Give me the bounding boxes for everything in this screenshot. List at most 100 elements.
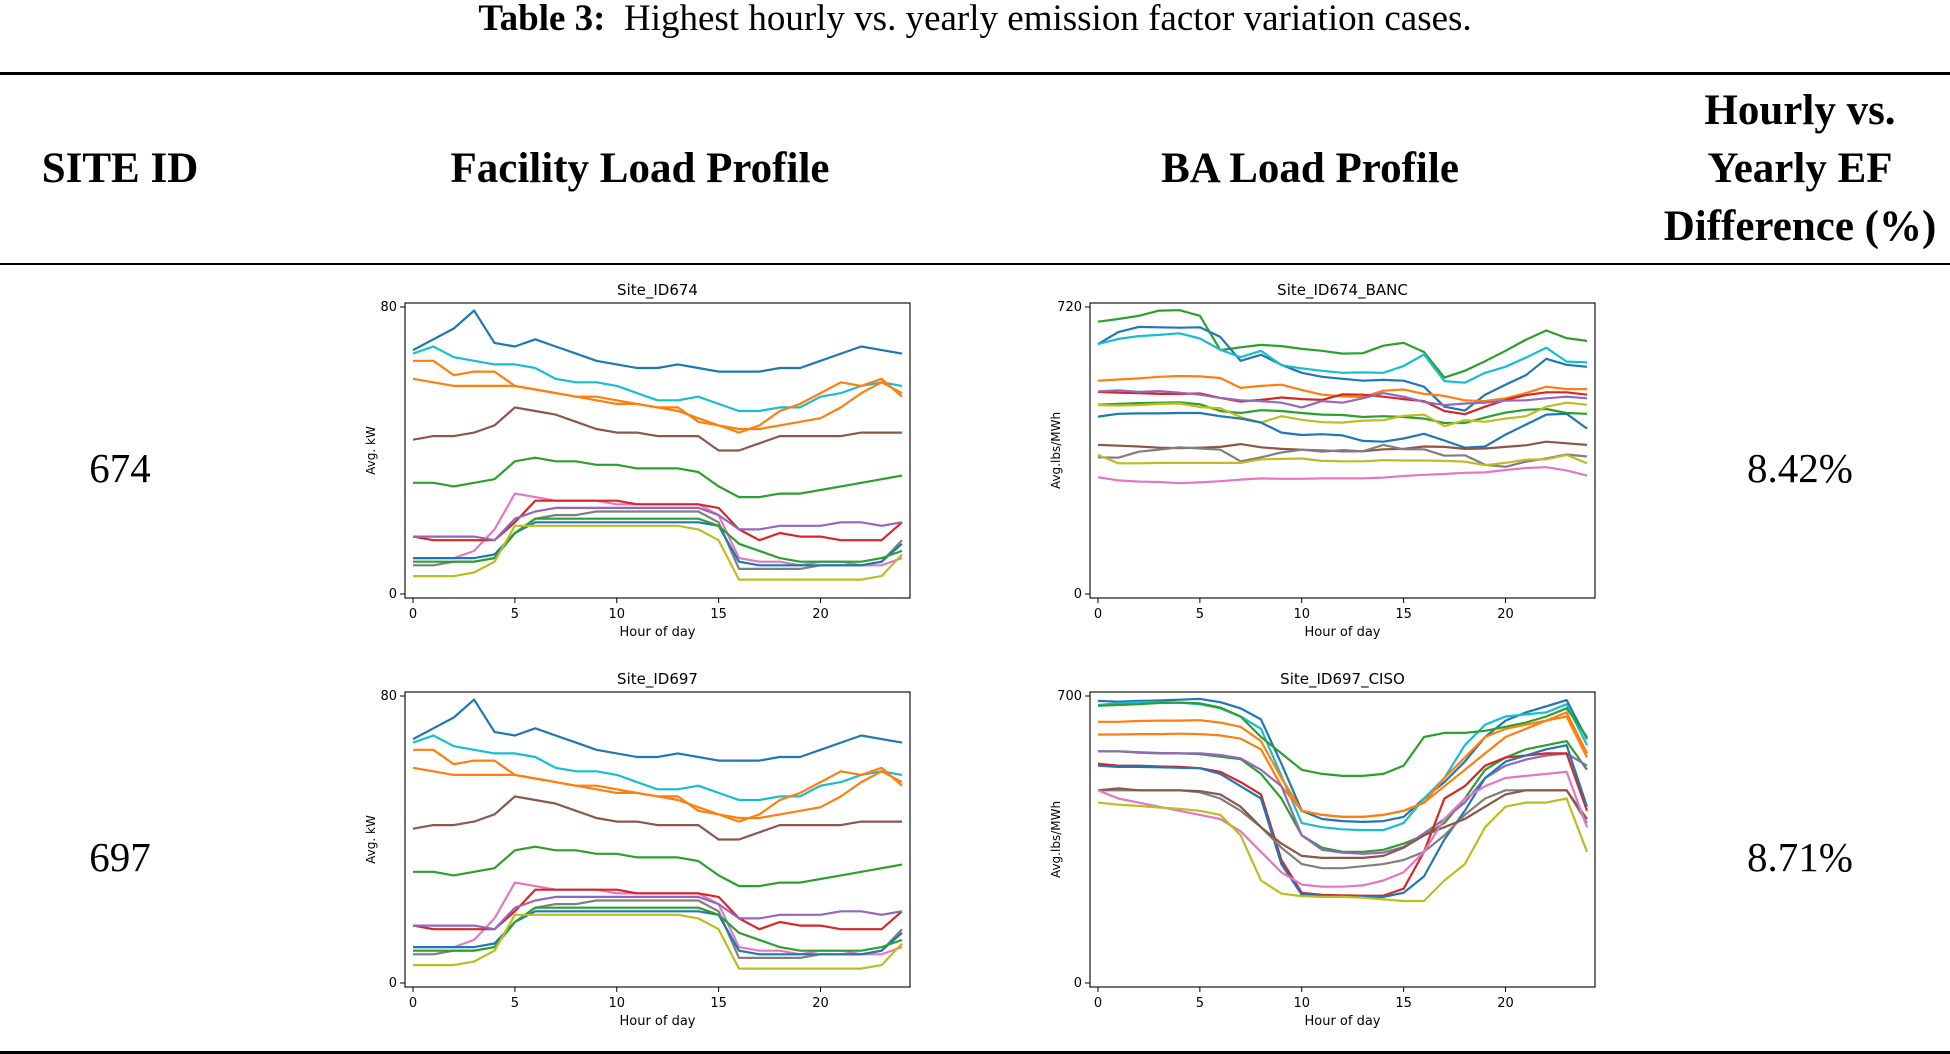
series-line-0 xyxy=(1097,697,1588,823)
header-ef-difference-line2: Yearly EF xyxy=(1707,145,1893,192)
chart-title: Site_ID674 xyxy=(617,281,698,300)
series-line-0 xyxy=(1097,309,1588,379)
row-697-site-id: 697 xyxy=(89,834,151,880)
x-tick-label: 10 xyxy=(608,607,625,622)
plot-frame xyxy=(404,302,911,599)
series-line-7 xyxy=(1097,752,1589,897)
series-line-3 xyxy=(412,377,903,431)
chart-site-697-ciso: Site_ID697_CISO 0 5 10 15 20 0 700 Hour of day Av… xyxy=(1040,664,1620,1034)
series-line-12 xyxy=(413,524,903,581)
x-tick-label: 15 xyxy=(710,996,727,1011)
series-line-6 xyxy=(1097,401,1588,425)
series-line-4 xyxy=(412,795,902,841)
header-ef-difference-line3: Difference (%) xyxy=(1663,203,1937,250)
x-tick-label: 15 xyxy=(710,607,727,622)
caption-label: Table 3: xyxy=(478,0,606,39)
x-tick-label: 5 xyxy=(1196,996,1204,1011)
y-tick-label: 720 xyxy=(1057,300,1082,315)
x-tick-label: 15 xyxy=(1395,607,1412,622)
series-line-11 xyxy=(1097,770,1589,888)
y-axis-label: Avg. kW xyxy=(364,426,378,475)
x-tick-label: 20 xyxy=(1497,607,1514,622)
series-line-0 xyxy=(412,309,903,373)
header-facility-load-profile: Facility Load Profile xyxy=(450,145,830,192)
series-line-4 xyxy=(412,406,902,452)
series-line-4 xyxy=(1098,715,1588,818)
x-tick-label: 5 xyxy=(1196,607,1204,622)
series-line-0 xyxy=(412,698,903,762)
series-line-12 xyxy=(1097,797,1589,903)
series-line-8 xyxy=(413,895,903,931)
chart-title: Site_ID697 xyxy=(617,670,698,689)
series-line-5 xyxy=(413,845,903,888)
series-line-1 xyxy=(412,734,903,802)
x-tick-label: 10 xyxy=(1293,607,1310,622)
series-line-11 xyxy=(413,906,903,952)
header-rule xyxy=(0,263,1950,265)
x-tick-label: 20 xyxy=(812,996,829,1011)
y-tick-label: 0 xyxy=(389,976,397,991)
series-line-1 xyxy=(412,345,903,413)
series-line-1 xyxy=(1097,325,1588,412)
plot-frame xyxy=(1089,691,1596,988)
row-674-difference: 8.42% xyxy=(1747,445,1853,491)
header-site-id: SITE ID xyxy=(41,145,199,192)
x-tick-label: 0 xyxy=(1094,996,1102,1011)
y-tick-label: 0 xyxy=(389,587,397,602)
chart-site-697-facility: Site_ID697 0 5 10 15 20 0 80 Hour of day Avg. kW xyxy=(355,664,935,1034)
series-line-7 xyxy=(1097,401,1588,428)
chart-title: Site_ID697_CISO xyxy=(1280,670,1405,689)
y-axis-label: Avg.lbs/MWh xyxy=(1049,801,1063,878)
series-line-7 xyxy=(412,499,903,542)
y-axis-label: Avg. kW xyxy=(364,815,378,864)
x-tick-label: 5 xyxy=(511,996,519,1011)
series-line-10 xyxy=(1097,443,1588,468)
header-ef-difference: Hourly vs. Yearly EF Difference (%) xyxy=(1640,82,1950,256)
x-axis-label: Hour of day xyxy=(1304,625,1380,640)
y-tick-label: 80 xyxy=(380,300,397,315)
row-674-site-id: 674 xyxy=(89,445,151,491)
series-line-5 xyxy=(1097,389,1588,409)
y-tick-label: 0 xyxy=(1074,587,1082,602)
plot-frame xyxy=(404,691,911,988)
chart-site-674-banc: Site_ID674_BANC 0 5 10 15 20 0 720 Hour of day Av… xyxy=(1040,275,1620,645)
chart-title: Site_ID674_BANC xyxy=(1277,281,1408,300)
header-ba-load-profile: BA Load Profile xyxy=(1161,145,1459,192)
series-line-8 xyxy=(413,506,903,542)
series-line-11 xyxy=(1097,453,1588,467)
x-axis-label: Hour of day xyxy=(1304,1014,1380,1029)
series-line-2 xyxy=(413,748,903,823)
caption-text: Highest hourly vs. yearly emission facto… xyxy=(623,0,1472,39)
x-axis-label: Hour of day xyxy=(619,1014,695,1029)
series-line-6 xyxy=(1098,750,1588,855)
series-line-3 xyxy=(412,766,903,820)
x-tick-label: 20 xyxy=(812,607,829,622)
series-line-7 xyxy=(412,888,903,931)
series-line-12 xyxy=(413,913,903,970)
series-line-5 xyxy=(413,456,903,499)
y-axis-label: Avg.lbs/MWh xyxy=(1049,412,1063,489)
row-697-difference: 8.71% xyxy=(1747,834,1853,880)
x-tick-label: 10 xyxy=(608,996,625,1011)
x-tick-label: 0 xyxy=(1094,607,1102,622)
x-tick-label: 0 xyxy=(409,996,417,1011)
bottom-rule xyxy=(0,1051,1950,1054)
series-line-10 xyxy=(1097,787,1588,859)
y-tick-label: 0 xyxy=(1074,976,1082,991)
series-line-12 xyxy=(1097,466,1588,485)
header-ef-difference-line1: Hourly vs. xyxy=(1704,87,1896,134)
series-line-11 xyxy=(413,517,903,563)
plot-frame xyxy=(1089,302,1596,599)
x-tick-label: 5 xyxy=(511,607,519,622)
top-rule xyxy=(0,72,1950,75)
y-tick-label: 700 xyxy=(1057,689,1082,704)
x-tick-label: 10 xyxy=(1293,996,1310,1011)
series-line-2 xyxy=(1097,701,1588,778)
series-line-2 xyxy=(413,359,903,434)
y-tick-label: 80 xyxy=(380,689,397,704)
series-line-3 xyxy=(1097,374,1587,403)
x-axis-label: Hour of day xyxy=(619,625,695,640)
series-line-2 xyxy=(1097,332,1588,384)
series-line-10 xyxy=(413,910,903,956)
series-line-8 xyxy=(1097,411,1588,449)
